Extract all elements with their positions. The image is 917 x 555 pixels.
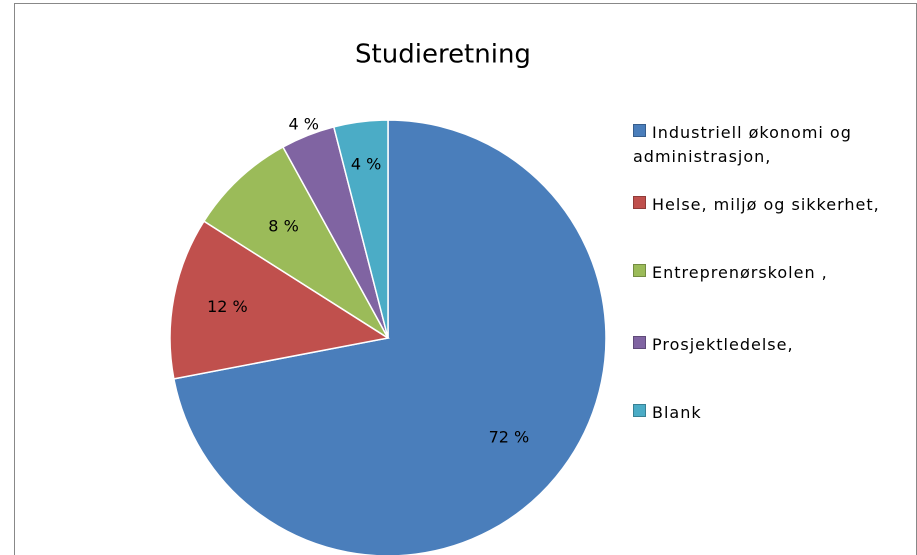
legend-swatch [633, 404, 646, 417]
pie-slice [169, 220, 391, 380]
legend-label: Blank [652, 403, 702, 422]
legend-label: Prosjektledelse, [652, 335, 794, 354]
legend-swatch [633, 124, 646, 137]
data-label: 4 % [351, 154, 381, 173]
data-label: 8 % [268, 216, 298, 235]
legend-label: Helse, miljø og sikkerhet, [652, 195, 880, 214]
pie-slice [332, 119, 389, 339]
pie-slice [172, 119, 607, 555]
legend-label: Industriell økonomi og administrasjon, [633, 123, 852, 166]
legend-item: Prosjektledelse, [633, 333, 903, 357]
legend-item: Industriell økonomi og administrasjon, [633, 121, 903, 169]
legend-swatch [633, 264, 646, 277]
legend-swatch [633, 196, 646, 209]
pie-slice [202, 145, 389, 339]
legend-item: Helse, miljø og sikkerhet, [633, 193, 903, 217]
data-label: 72 % [489, 428, 530, 447]
data-label: 12 % [207, 297, 248, 316]
legend-item: Entreprenørskolen , [633, 261, 903, 285]
chart-title: Studieretning [355, 40, 531, 70]
legend-item: Blank [633, 401, 903, 425]
data-label: 4 % [289, 115, 319, 134]
legend-swatch [633, 336, 646, 349]
legend-label: Entreprenørskolen , [652, 263, 828, 282]
